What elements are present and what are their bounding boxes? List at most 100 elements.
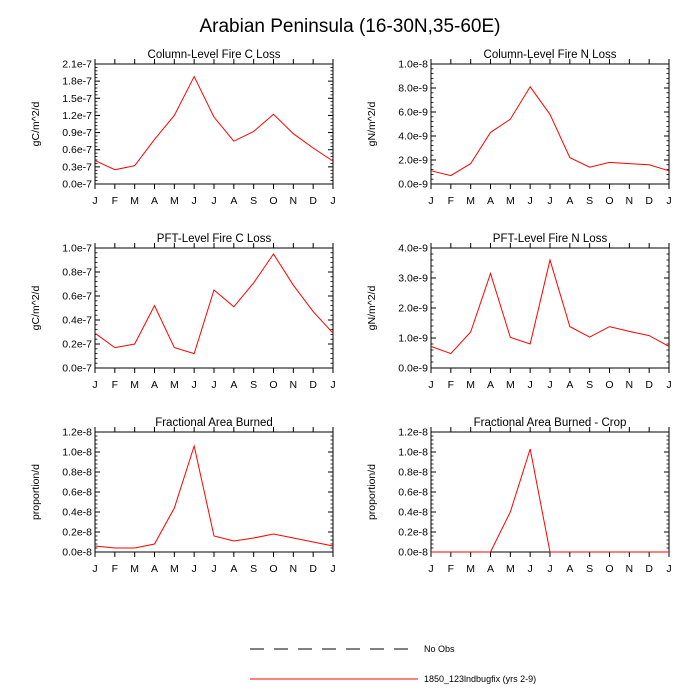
series-line: [431, 448, 669, 553]
y-axis-label: proportion/d: [30, 464, 42, 520]
series-line: [94, 75, 334, 171]
x-tick-label: O: [605, 195, 613, 207]
x-tick-label: J: [666, 195, 671, 207]
x-tick-label: J: [666, 379, 671, 391]
x-tick-label: S: [250, 563, 257, 575]
y-tick-label: 0.3e-7: [62, 161, 92, 173]
x-tick-label: J: [666, 563, 671, 575]
y-tick-label: 0.9e-7: [62, 127, 92, 139]
x-tick-label: D: [309, 563, 317, 575]
y-tick-label: 0.0e-7: [62, 179, 92, 191]
x-tick-label: J: [547, 379, 552, 391]
x-tick-label: J: [428, 195, 433, 207]
y-tick-label: 0.6e-7: [62, 144, 92, 156]
y-tick-label: 1.0e-7: [62, 243, 92, 255]
y-tick-label: 0.0e-8: [398, 547, 428, 559]
x-tick-label: F: [448, 563, 454, 575]
x-tick-label: A: [566, 195, 573, 207]
y-tick-label: 4.0e-9: [398, 131, 428, 143]
panel-title: Fractional Area Burned: [155, 417, 273, 429]
chart-panel-5: Fractional Area Burned proportion/d 0.0e-8…: [30, 417, 336, 575]
y-tick-label: 0.2e-8: [62, 527, 92, 539]
main-title: Arabian Peninsula (16-30N,35-60E): [199, 16, 500, 37]
x-tick-label: F: [112, 379, 118, 391]
x-tick-label: O: [269, 379, 277, 391]
x-tick-label: M: [170, 379, 179, 391]
x-tick-label: D: [645, 563, 653, 575]
y-tick-label: 0.0e-7: [62, 363, 92, 375]
y-tick-label: 0.6e-8: [62, 487, 92, 499]
x-tick-label: A: [230, 563, 237, 575]
x-tick-label: J: [211, 563, 216, 575]
x-tick-label: J: [547, 563, 552, 575]
x-tick-label: O: [605, 563, 613, 575]
y-tick-label: 0.4e-8: [398, 507, 428, 519]
panel-title: Column-Level Fire N Loss: [484, 49, 617, 61]
x-tick-label: S: [586, 195, 593, 207]
plot-frame: [94, 247, 334, 369]
x-tick-label: A: [566, 563, 573, 575]
x-tick-label: M: [130, 563, 139, 575]
x-tick-label: M: [130, 195, 139, 207]
x-tick-label: M: [170, 563, 179, 575]
x-tick-label: N: [290, 563, 298, 575]
y-tick-label: 0.4e-7: [62, 315, 92, 327]
x-tick-label: S: [586, 379, 593, 391]
x-tick-label: A: [151, 379, 158, 391]
x-tick-label: S: [586, 563, 593, 575]
y-axis-label: gC/m^2/d: [30, 102, 42, 147]
x-tick-label: D: [645, 379, 653, 391]
x-tick-label: J: [528, 195, 533, 207]
x-tick-label: A: [151, 563, 158, 575]
y-tick-label: 0.4e-8: [62, 507, 92, 519]
y-tick-label: 2.1e-7: [62, 59, 92, 71]
plot-frame: [430, 431, 670, 553]
x-tick-label: J: [192, 195, 197, 207]
y-tick-label: 1.0e-9: [398, 333, 428, 345]
x-tick-label: J: [330, 379, 335, 391]
y-axis-label: gN/m^2/d: [366, 102, 378, 147]
x-tick-label: A: [230, 195, 237, 207]
x-tick-label: O: [605, 379, 613, 391]
x-tick-label: M: [170, 195, 179, 207]
y-tick-label: 0.8e-8: [62, 467, 92, 479]
panel-title: PFT-Level Fire C Loss: [157, 233, 272, 245]
x-tick-label: N: [626, 379, 634, 391]
x-tick-label: J: [192, 563, 197, 575]
x-tick-label: M: [506, 563, 515, 575]
x-tick-label: N: [290, 379, 298, 391]
chart-panel-2: Column-Level Fire N Loss gN/m^2/d 0.0e-9 2.…: [366, 49, 672, 207]
x-tick-label: J: [211, 379, 216, 391]
x-tick-label: D: [309, 379, 317, 391]
x-tick-label: N: [290, 195, 298, 207]
legend: No Obs 1850_123lndbugfix (yrs 2-9): [250, 644, 536, 684]
x-tick-label: N: [626, 195, 634, 207]
y-tick-label: 0.0e-8: [62, 547, 92, 559]
x-tick-label: A: [487, 379, 494, 391]
y-tick-label: 1.2e-7: [62, 110, 92, 122]
y-tick-label: 0.6e-7: [62, 291, 92, 303]
y-tick-label: 0.2e-8: [398, 527, 428, 539]
y-tick-label: 1.0e-8: [62, 447, 92, 459]
x-tick-label: J: [192, 379, 197, 391]
y-tick-label: 0.0e-9: [398, 363, 428, 375]
x-tick-label: M: [130, 379, 139, 391]
y-tick-label: 0.8e-7: [62, 267, 92, 279]
y-tick-label: 1.5e-7: [62, 93, 92, 105]
x-tick-label: F: [112, 195, 118, 207]
y-tick-label: 1.2e-8: [62, 427, 92, 439]
x-tick-label: M: [466, 563, 475, 575]
x-tick-label: F: [112, 563, 118, 575]
panel-title: Column-Level Fire C Loss: [148, 49, 281, 61]
x-tick-label: A: [487, 563, 494, 575]
x-tick-label: O: [269, 563, 277, 575]
x-tick-label: O: [269, 195, 277, 207]
y-tick-label: 1.0e-8: [398, 59, 428, 71]
x-tick-label: J: [92, 563, 97, 575]
x-tick-label: A: [566, 379, 573, 391]
x-tick-label: N: [626, 563, 634, 575]
x-tick-label: J: [330, 563, 335, 575]
y-tick-label: 0.0e-9: [398, 179, 428, 191]
legend-label-no-obs: No Obs: [424, 644, 455, 654]
x-tick-label: A: [487, 195, 494, 207]
